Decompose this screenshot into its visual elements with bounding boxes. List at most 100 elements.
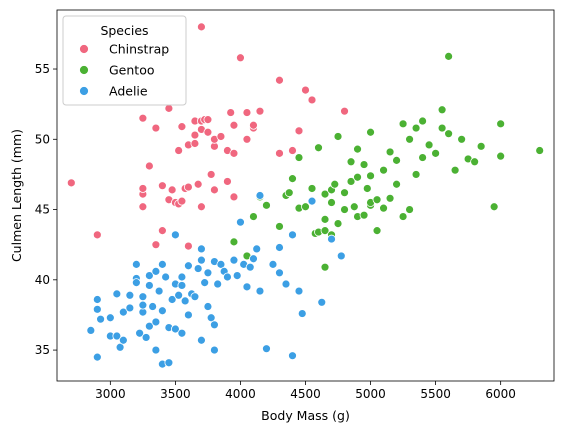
point-adelie <box>336 251 346 261</box>
point-gentoo <box>450 165 460 175</box>
point-gentoo <box>288 174 297 184</box>
point-chinstrap <box>242 108 252 117</box>
point-adelie <box>242 282 252 292</box>
point-adelie <box>151 266 161 276</box>
x-ticks: 3000 3500 4000 4500 5000 5500 6000 <box>95 381 516 401</box>
point-adelie <box>252 244 262 254</box>
point-adelie <box>96 314 105 324</box>
point-adelie <box>125 290 135 300</box>
point-gentoo <box>229 237 239 247</box>
point-adelie <box>118 307 128 317</box>
point-gentoo <box>349 202 359 212</box>
point-adelie <box>288 230 297 240</box>
point-adelie <box>167 295 177 304</box>
point-gentoo <box>320 214 330 224</box>
point-adelie <box>197 335 206 345</box>
point-gentoo <box>340 188 349 198</box>
point-adelie <box>177 328 187 338</box>
legend-marker-gentoo <box>79 65 89 75</box>
point-gentoo <box>362 184 372 193</box>
point-gentoo <box>418 153 427 162</box>
point-gentoo <box>353 144 362 154</box>
point-adelie <box>135 328 145 338</box>
point-chinstrap <box>138 184 148 193</box>
legend-box <box>62 15 187 106</box>
point-chinstrap <box>275 75 284 85</box>
x-tick-label: 5500 <box>420 387 451 401</box>
point-gentoo <box>320 226 330 236</box>
point-adelie <box>255 191 265 200</box>
point-gentoo <box>320 262 330 272</box>
point-chinstrap <box>210 185 219 195</box>
point-adelie <box>115 342 125 352</box>
point-adelie <box>197 255 206 265</box>
point-adelie <box>125 303 135 313</box>
x-tick-label: 3000 <box>95 387 126 401</box>
point-gentoo <box>327 198 336 207</box>
point-chinstrap <box>294 126 304 136</box>
point-adelie <box>177 281 187 290</box>
point-gentoo <box>333 132 343 141</box>
point-gentoo <box>359 160 369 169</box>
point-adelie <box>288 351 297 361</box>
legend-label-chinstrap: Chinstrap <box>109 42 169 57</box>
point-gentoo <box>307 184 317 193</box>
point-gentoo <box>405 205 414 214</box>
point-adelie <box>154 286 164 296</box>
x-tick-label: 4500 <box>290 387 321 401</box>
point-chinstrap <box>288 146 297 155</box>
point-adelie <box>144 281 154 290</box>
point-adelie <box>229 255 239 265</box>
point-adelie <box>216 259 226 269</box>
point-gentoo <box>457 134 467 144</box>
point-adelie <box>294 286 304 296</box>
point-adelie <box>184 310 193 320</box>
legend-label-adelie: Adelie <box>109 84 148 99</box>
point-chinstrap <box>157 181 167 191</box>
point-gentoo <box>340 205 349 214</box>
point-adelie <box>157 306 167 316</box>
point-chinstrap <box>206 170 216 179</box>
point-adelie <box>200 278 210 288</box>
point-chinstrap <box>229 148 239 158</box>
point-chinstrap <box>242 134 252 144</box>
point-gentoo <box>346 177 356 186</box>
point-gentoo <box>379 203 388 213</box>
point-adelie <box>184 261 193 271</box>
y-tick-label: 50 <box>35 132 50 146</box>
point-adelie <box>262 344 271 354</box>
point-gentoo <box>294 153 304 162</box>
point-adelie <box>223 272 232 282</box>
point-adelie <box>210 345 219 355</box>
point-adelie <box>297 309 307 318</box>
point-chinstrap <box>167 185 177 195</box>
point-adelie <box>92 304 102 314</box>
point-gentoo <box>392 179 401 189</box>
point-chinstrap <box>157 226 167 236</box>
point-adelie <box>174 290 184 300</box>
point-chinstrap <box>190 139 200 148</box>
point-chinstrap <box>229 120 239 130</box>
points-layer <box>66 22 545 369</box>
point-adelie <box>275 243 284 252</box>
point-gentoo <box>489 202 499 212</box>
point-adelie <box>141 333 151 342</box>
y-tick-label: 35 <box>35 343 50 357</box>
point-chinstrap <box>92 230 102 240</box>
point-gentoo <box>333 219 343 229</box>
point-adelie <box>203 268 213 278</box>
point-adelie <box>151 345 161 355</box>
point-chinstrap <box>138 113 148 123</box>
point-chinstrap <box>255 106 265 116</box>
point-gentoo <box>418 116 427 126</box>
point-chinstrap <box>197 202 206 212</box>
point-gentoo <box>366 171 375 181</box>
point-gentoo <box>424 140 434 150</box>
point-chinstrap <box>190 130 200 140</box>
point-adelie <box>327 234 336 244</box>
point-adelie <box>177 272 187 282</box>
point-adelie <box>86 326 96 335</box>
point-chinstrap <box>226 108 236 117</box>
point-chinstrap <box>236 53 245 63</box>
point-adelie <box>170 230 180 240</box>
